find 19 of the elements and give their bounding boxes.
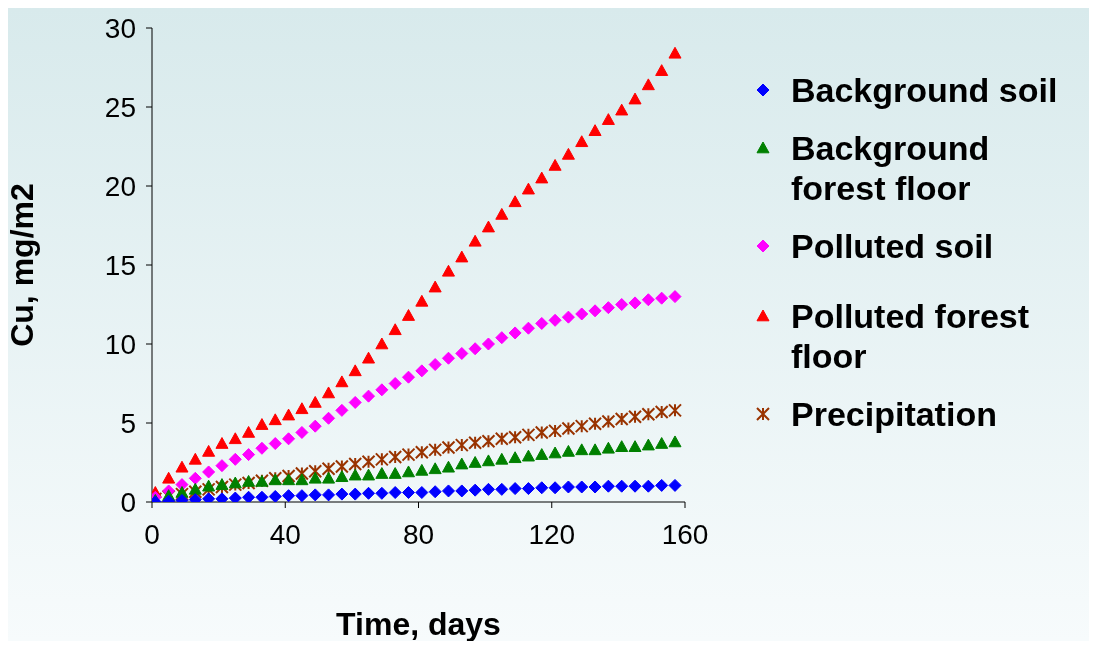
x-tick-label: 120 bbox=[528, 518, 576, 550]
y-tick-label: 5 bbox=[120, 407, 136, 439]
legend-label: Precipitation bbox=[791, 394, 998, 434]
y-tick-label: 10 bbox=[104, 328, 136, 360]
y-tick-label: 20 bbox=[104, 170, 136, 202]
legend-label: Background forest floor bbox=[791, 128, 991, 208]
legend-label: Polluted forest floor bbox=[791, 296, 1031, 376]
y-tick-label: 25 bbox=[104, 91, 136, 123]
x-tick-label: 0 bbox=[144, 518, 160, 550]
y-tick-label: 15 bbox=[104, 249, 136, 281]
legend-label: Background soil bbox=[791, 70, 1059, 110]
y-tick-label: 0 bbox=[120, 486, 136, 518]
y-axis-title: Cu, mg/m2 bbox=[4, 183, 41, 347]
x-tick-label: 40 bbox=[269, 518, 301, 550]
x-axis-title: Time, days bbox=[336, 606, 501, 642]
y-tick-label: 30 bbox=[104, 12, 136, 44]
x-tick-label: 160 bbox=[661, 518, 709, 550]
x-tick-label: 80 bbox=[402, 518, 435, 550]
legend-label: Polluted soil bbox=[791, 226, 995, 266]
